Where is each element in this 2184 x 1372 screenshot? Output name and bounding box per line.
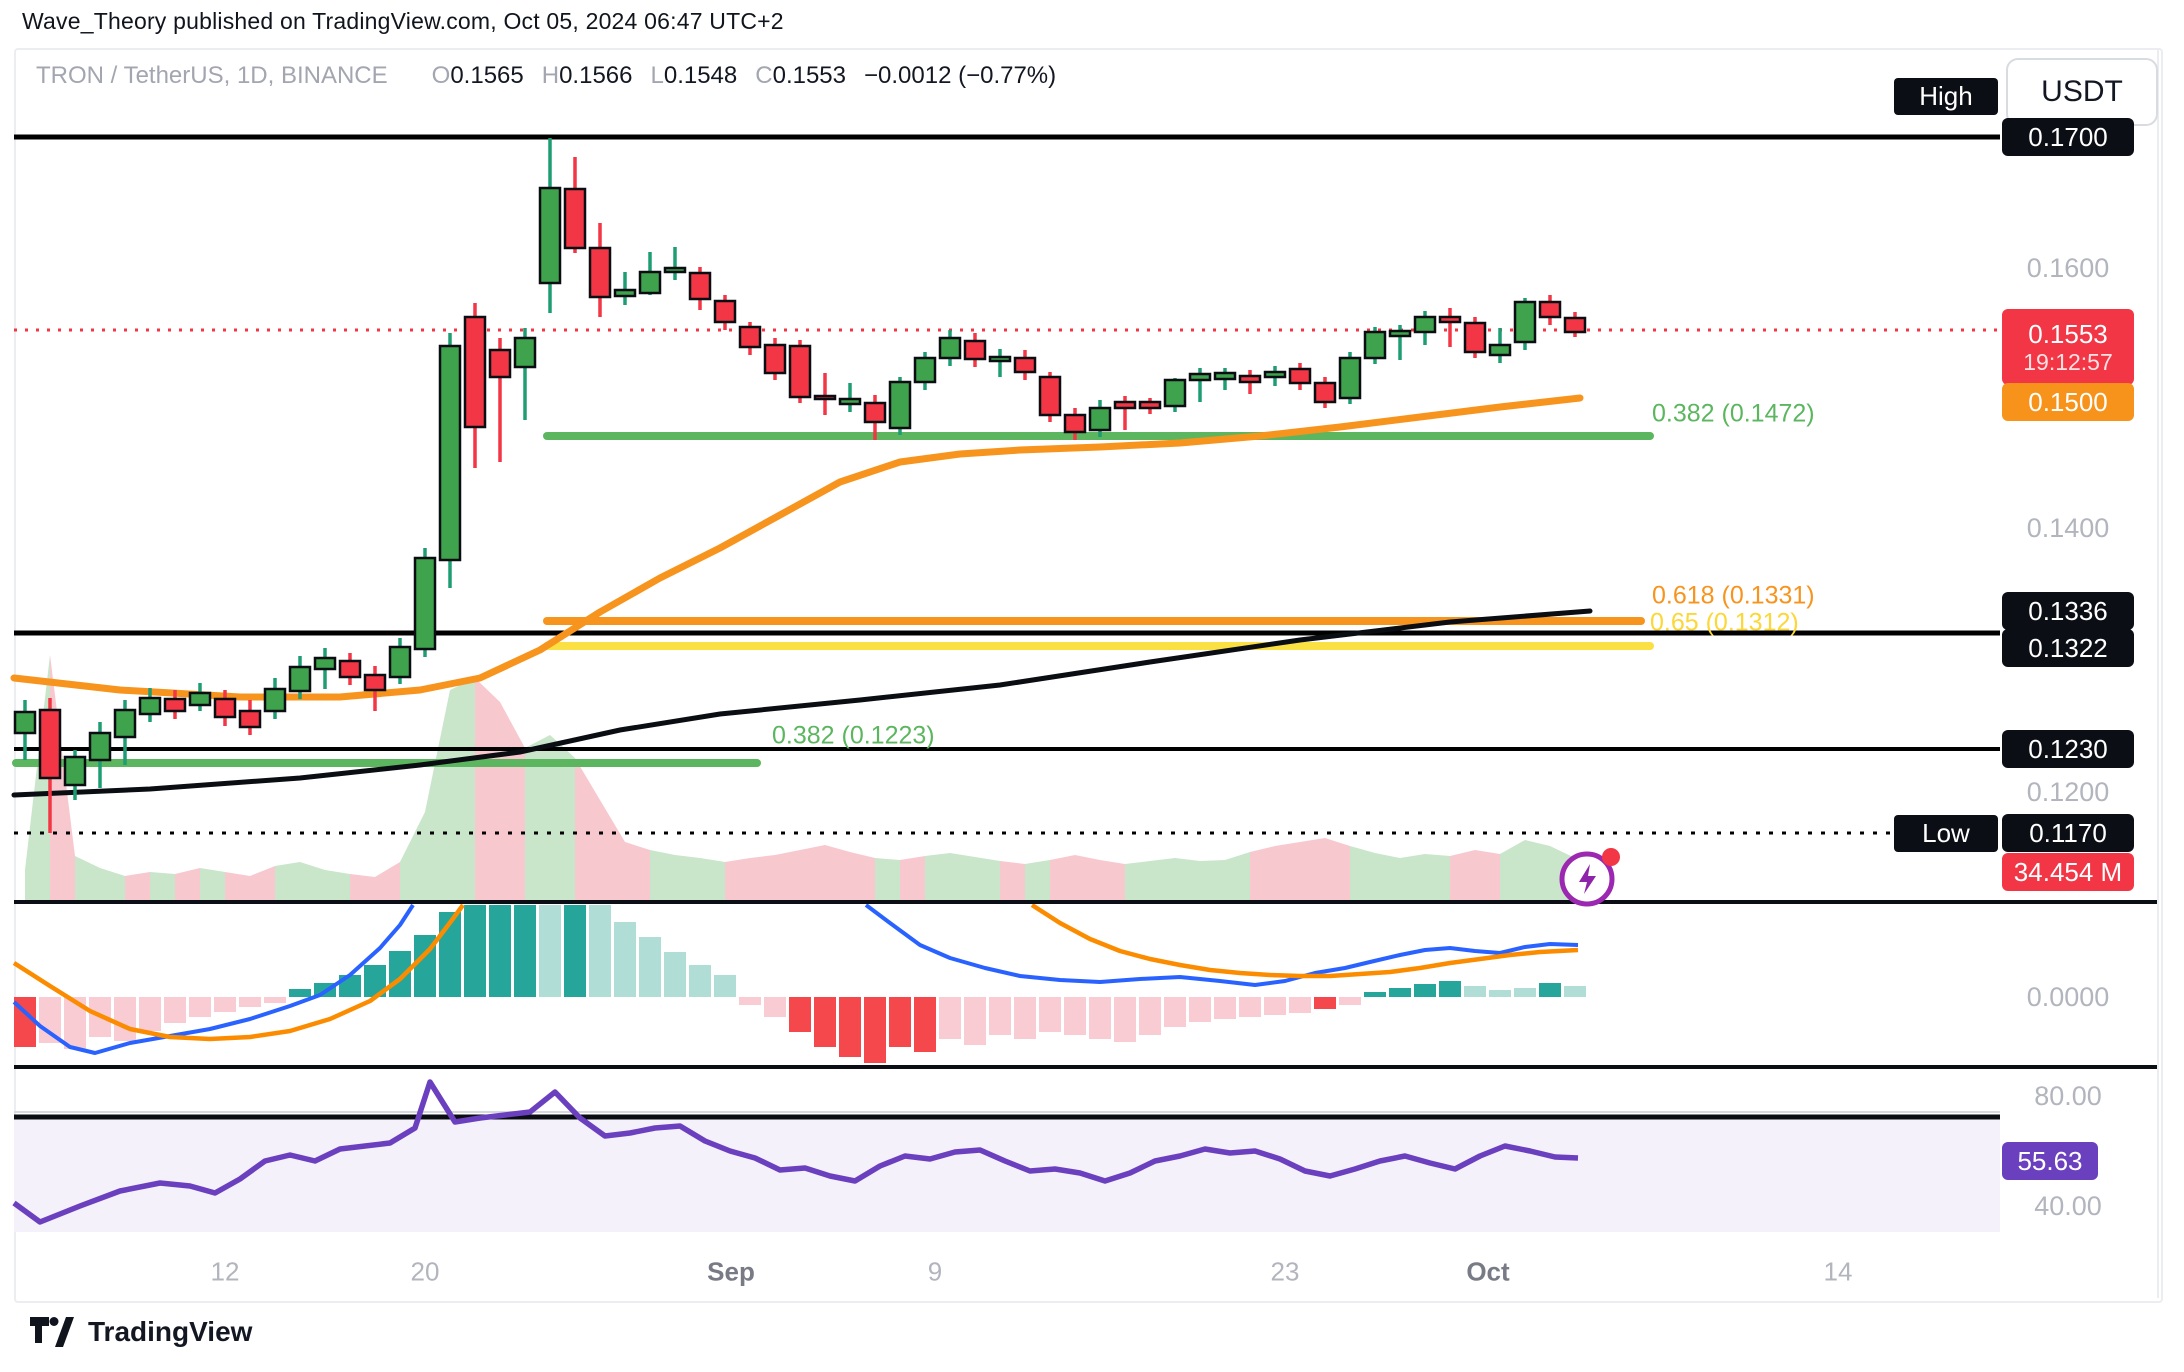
time-axis-label: 12	[210, 1256, 240, 1287]
fib-level-label: 0.382 (0.1472)	[1652, 399, 1815, 428]
high-letter: H	[541, 62, 560, 89]
tradingview-logo-icon	[30, 1317, 74, 1347]
close-letter: C	[755, 62, 773, 89]
live-dot-icon	[1602, 848, 1620, 866]
tradingview-logo-text: TradingView	[88, 1316, 253, 1347]
published-byline: Wave_Theory published on TradingView.com…	[22, 8, 784, 34]
fib-level-label: 0.382 (0.1223)	[772, 721, 935, 750]
symbol-row: TRON / TetherUS, 1D, BINANCE O0.1565 H0.15…	[36, 62, 1056, 90]
time-axis-label: Oct	[1466, 1256, 1510, 1287]
low-tag: Low	[1894, 814, 1998, 852]
fib-level-label: 0.618 (0.1331)	[1652, 581, 1815, 610]
time-axis-label: Sep	[707, 1256, 755, 1287]
symbol-title[interactable]: TRON / TetherUS, 1D, BINANCE	[36, 62, 388, 89]
high-tag: High	[1894, 77, 1998, 115]
high-value: 0.1566	[559, 62, 633, 89]
lightning-badge[interactable]	[1556, 846, 1622, 910]
price-scale-label: 40.00	[2034, 1190, 2102, 1221]
price-scale-label: 0.1230	[2002, 730, 2134, 768]
price-scale-label: 0.1600	[2026, 252, 2110, 283]
close-value: 0.1553	[772, 62, 846, 89]
price-scale-label: 0.1500	[2002, 383, 2134, 421]
countdown-timer: 19:12:57	[2023, 349, 2113, 376]
low-value: 0.1548	[663, 62, 738, 89]
price-scale-label: 0.1322	[2002, 629, 2134, 667]
price-scale-label: 34.454 M	[2002, 853, 2134, 891]
time-axis-label: 9	[927, 1256, 943, 1287]
open-value: 0.1565	[450, 62, 524, 89]
fib-level-label: 0.65 (0.1312)	[1650, 608, 1799, 637]
low-letter: L	[650, 62, 664, 89]
price-scale-label: 80.00	[2034, 1080, 2102, 1111]
time-axis-label: 14	[1823, 1256, 1853, 1287]
price-scale-label: 0.1553 19:12:57	[2002, 309, 2134, 385]
price-scale-label: 0.1336	[2002, 592, 2134, 630]
change-value: −0.0012 (−0.77%)	[864, 62, 1057, 89]
tradingview-logo-link[interactable]: TradingView	[30, 1316, 252, 1348]
lightning-bolt-icon	[1579, 864, 1596, 894]
price-scale-label: 0.1200	[2026, 776, 2110, 807]
price-scale-label: 0.1400	[2026, 512, 2110, 543]
open-letter: O	[431, 62, 451, 89]
currency-button[interactable]: USDT	[2006, 58, 2158, 126]
price-scale-label: 0.1170	[2002, 814, 2134, 852]
time-axis-label: 23	[1270, 1256, 1300, 1287]
time-axis-label: 20	[410, 1256, 440, 1287]
price-scale-label: 55.63	[2002, 1142, 2098, 1180]
price-scale-label: 0.1700	[2002, 118, 2134, 156]
price-scale-label: 0.0000	[2026, 981, 2110, 1012]
